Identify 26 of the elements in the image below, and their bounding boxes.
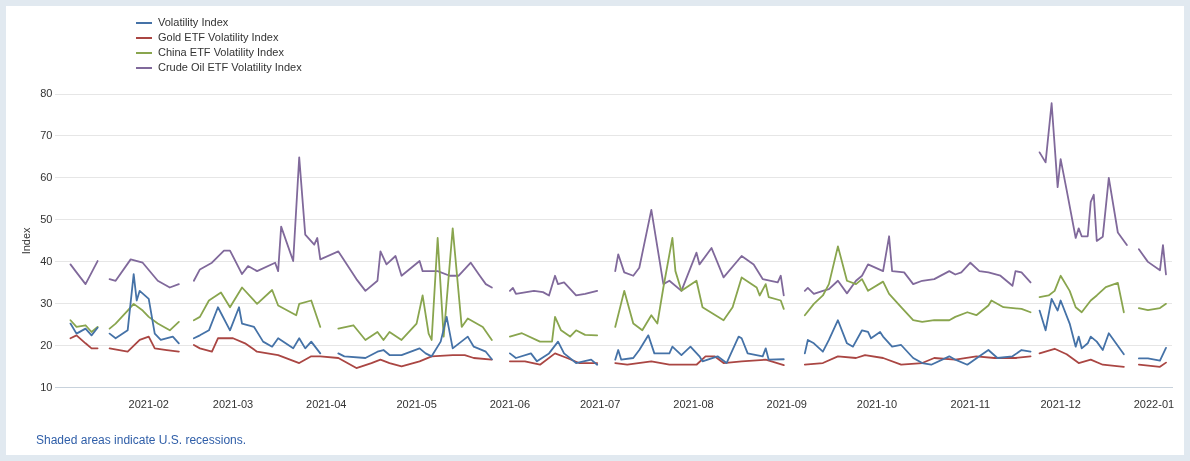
y-tick-label: 50 — [40, 212, 53, 225]
y-tick-label: 10 — [40, 380, 53, 393]
x-tick-label: 2021-10 — [856, 398, 898, 411]
y-tick-label: 60 — [40, 170, 53, 183]
x-tick-label: 2021-12 — [1040, 398, 1081, 411]
x-tick-label: 2021-03 — [212, 398, 254, 411]
y-axis-title: Index — [19, 226, 32, 255]
legend-label: Crude Oil ETF Volatility Index — [158, 61, 302, 74]
x-tick-label: 2022-01 — [1133, 398, 1175, 411]
x-tick-label: 2021-09 — [766, 398, 807, 411]
legend-label: Gold ETF Volatility Index — [158, 31, 279, 44]
y-tick-label: 70 — [40, 129, 53, 141]
text: Shaded areas indicate U.S. recessions. — [36, 433, 247, 447]
x-tick-label: 2021-08 — [673, 398, 714, 411]
legend-label: China ETF Volatility Index — [158, 46, 284, 59]
y-tick-label: 80 — [40, 87, 53, 100]
x-tick-label: 2021-04 — [306, 398, 347, 411]
x-tick-label: 2021-11 — [950, 398, 991, 411]
y-tick-label: 30 — [40, 296, 53, 309]
x-tick-label: 2021-02 — [128, 398, 169, 411]
y-tick-label: 20 — [40, 338, 53, 351]
x-tick-label: 2021-05 — [396, 398, 437, 411]
x-tick-label: 2021-07 — [579, 398, 621, 411]
x-tick-label: 2021-06 — [489, 398, 531, 411]
legend-label: Volatility Index — [158, 16, 229, 29]
y-tick-label: 40 — [40, 254, 53, 267]
